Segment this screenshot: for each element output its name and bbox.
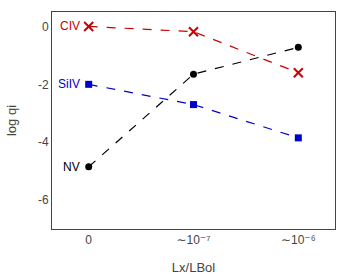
- svg-text:log qi: log qi: [4, 105, 19, 136]
- svg-text:0: 0: [42, 20, 49, 34]
- svg-text:Lx/LBol: Lx/LBol: [172, 260, 215, 275]
- svg-text:-6: -6: [38, 193, 49, 207]
- svg-text:∼10⁻⁷: ∼10⁻⁷: [176, 233, 210, 247]
- svg-text:CIV: CIV: [60, 19, 80, 33]
- svg-text:0: 0: [85, 233, 92, 247]
- svg-text:-2: -2: [38, 78, 49, 92]
- svg-text:NV: NV: [63, 160, 80, 174]
- svg-text:∼10⁻⁶: ∼10⁻⁶: [281, 233, 316, 247]
- svg-text:SiIV: SiIV: [58, 77, 80, 91]
- svg-text:-4: -4: [38, 135, 49, 149]
